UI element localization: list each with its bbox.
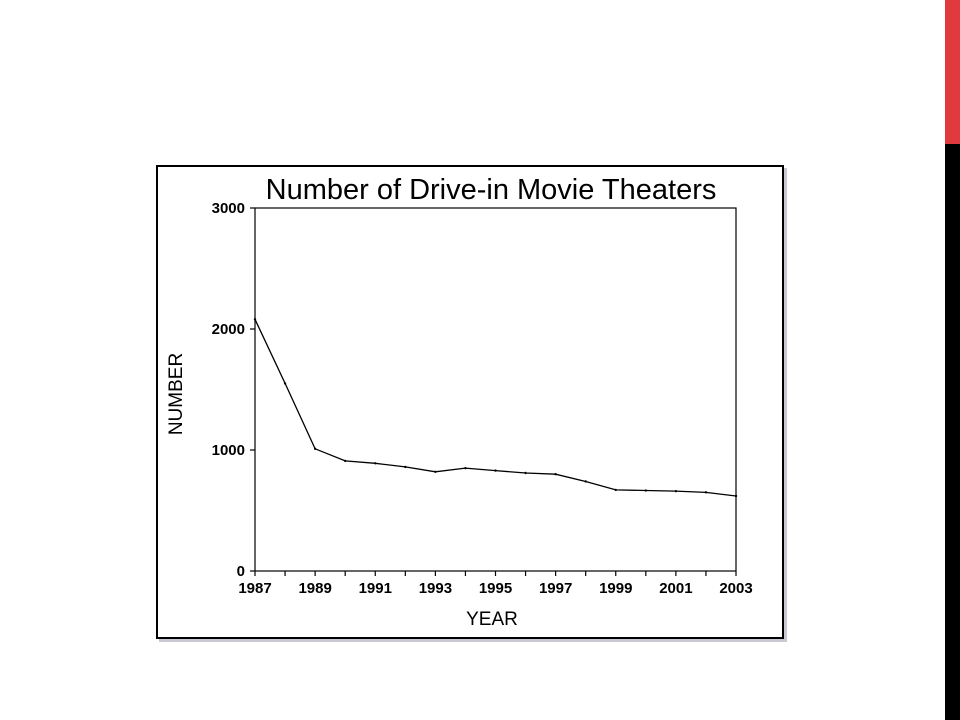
x-axis-title: YEAR xyxy=(466,609,518,630)
x-tick-label: 1997 xyxy=(539,580,572,597)
data-point xyxy=(554,473,557,476)
data-point xyxy=(734,494,738,498)
data-point xyxy=(343,459,347,463)
y-tick-label: 0 xyxy=(237,563,245,580)
data-point xyxy=(313,447,317,450)
x-tick-label: 2001 xyxy=(659,580,692,597)
x-tick-label: 1989 xyxy=(298,580,331,597)
data-point xyxy=(584,480,587,483)
plot-area xyxy=(254,207,737,572)
x-tick-label: 2003 xyxy=(719,580,752,597)
data-point xyxy=(674,489,678,493)
slide-accent-bar-red xyxy=(945,0,960,144)
y-axis: 0 1000 2000 3000 xyxy=(212,200,255,580)
y-axis-title: NUMBER xyxy=(166,353,187,435)
y-tick-label: 3000 xyxy=(212,200,245,217)
data-point xyxy=(253,318,257,321)
x-tick-label: 1991 xyxy=(359,580,392,597)
y-tick-label: 1000 xyxy=(212,442,245,459)
slide-accent-bar-black xyxy=(945,144,960,720)
x-tick-label: 1993 xyxy=(419,580,452,597)
line-chart: Number of Drive-in Movie Theaters 0 1000 2… xyxy=(166,174,753,630)
x-tick-label: 1987 xyxy=(238,580,271,597)
data-point xyxy=(614,488,617,492)
data-point xyxy=(494,469,497,472)
y-tick-label: 2000 xyxy=(212,321,245,338)
data-point xyxy=(434,470,437,473)
data-point xyxy=(404,465,407,469)
data-point xyxy=(283,382,287,385)
chart-title: Number of Drive-in Movie Theaters xyxy=(266,174,717,206)
chart-frame: Number of Drive-in Movie Theaters 0 1000 2… xyxy=(156,165,784,639)
x-axis: 1987 1989 1991 1993 1995 1997 1999 2001 2003 xyxy=(238,571,753,597)
data-point xyxy=(374,462,377,465)
series-points xyxy=(253,318,738,498)
data-point xyxy=(704,491,708,494)
data-point xyxy=(524,471,527,475)
data-point xyxy=(464,466,467,470)
x-tick-label: 1999 xyxy=(599,580,632,597)
x-tick-label: 1995 xyxy=(479,580,512,597)
data-point xyxy=(644,489,648,492)
